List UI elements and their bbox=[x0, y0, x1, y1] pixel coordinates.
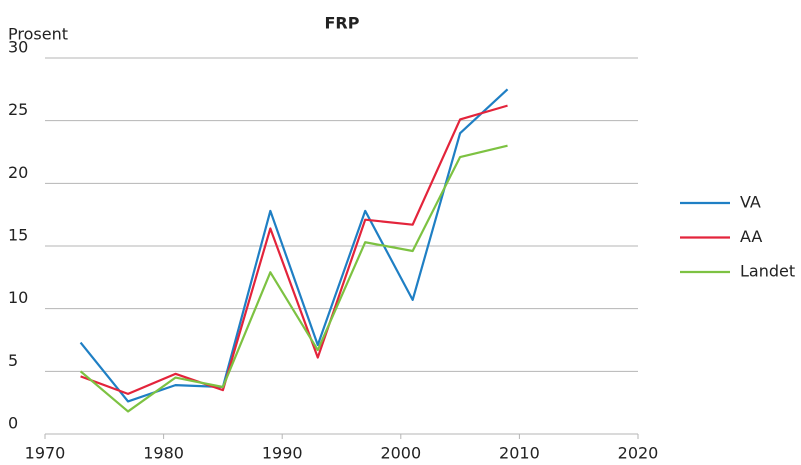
y-tick-label: 20 bbox=[8, 163, 28, 182]
series-line bbox=[79, 88, 509, 403]
legend-label: AA bbox=[740, 227, 762, 246]
y-tick-label: 30 bbox=[8, 38, 28, 57]
y-tick-label: 5 bbox=[8, 351, 18, 370]
y-tick-label: 0 bbox=[8, 414, 18, 433]
x-tick-label: 2020 bbox=[618, 444, 659, 463]
y-tick-label: 15 bbox=[8, 226, 28, 245]
chart-title: FRP bbox=[325, 14, 360, 33]
x-tick-label: 2000 bbox=[380, 444, 421, 463]
x-tick-label: 1980 bbox=[143, 444, 184, 463]
series-line bbox=[80, 104, 508, 395]
y-axis-label: Prosent bbox=[8, 25, 68, 44]
y-tick-label: 25 bbox=[8, 100, 28, 119]
series-line bbox=[79, 144, 508, 413]
y-tick-label: 10 bbox=[8, 288, 28, 307]
x-tick-label: 1990 bbox=[262, 444, 303, 463]
legend-label: Landet bbox=[740, 262, 795, 281]
x-tick-label: 1970 bbox=[25, 444, 66, 463]
x-tick-label: 2010 bbox=[499, 444, 540, 463]
legend-label: VA bbox=[740, 193, 761, 212]
